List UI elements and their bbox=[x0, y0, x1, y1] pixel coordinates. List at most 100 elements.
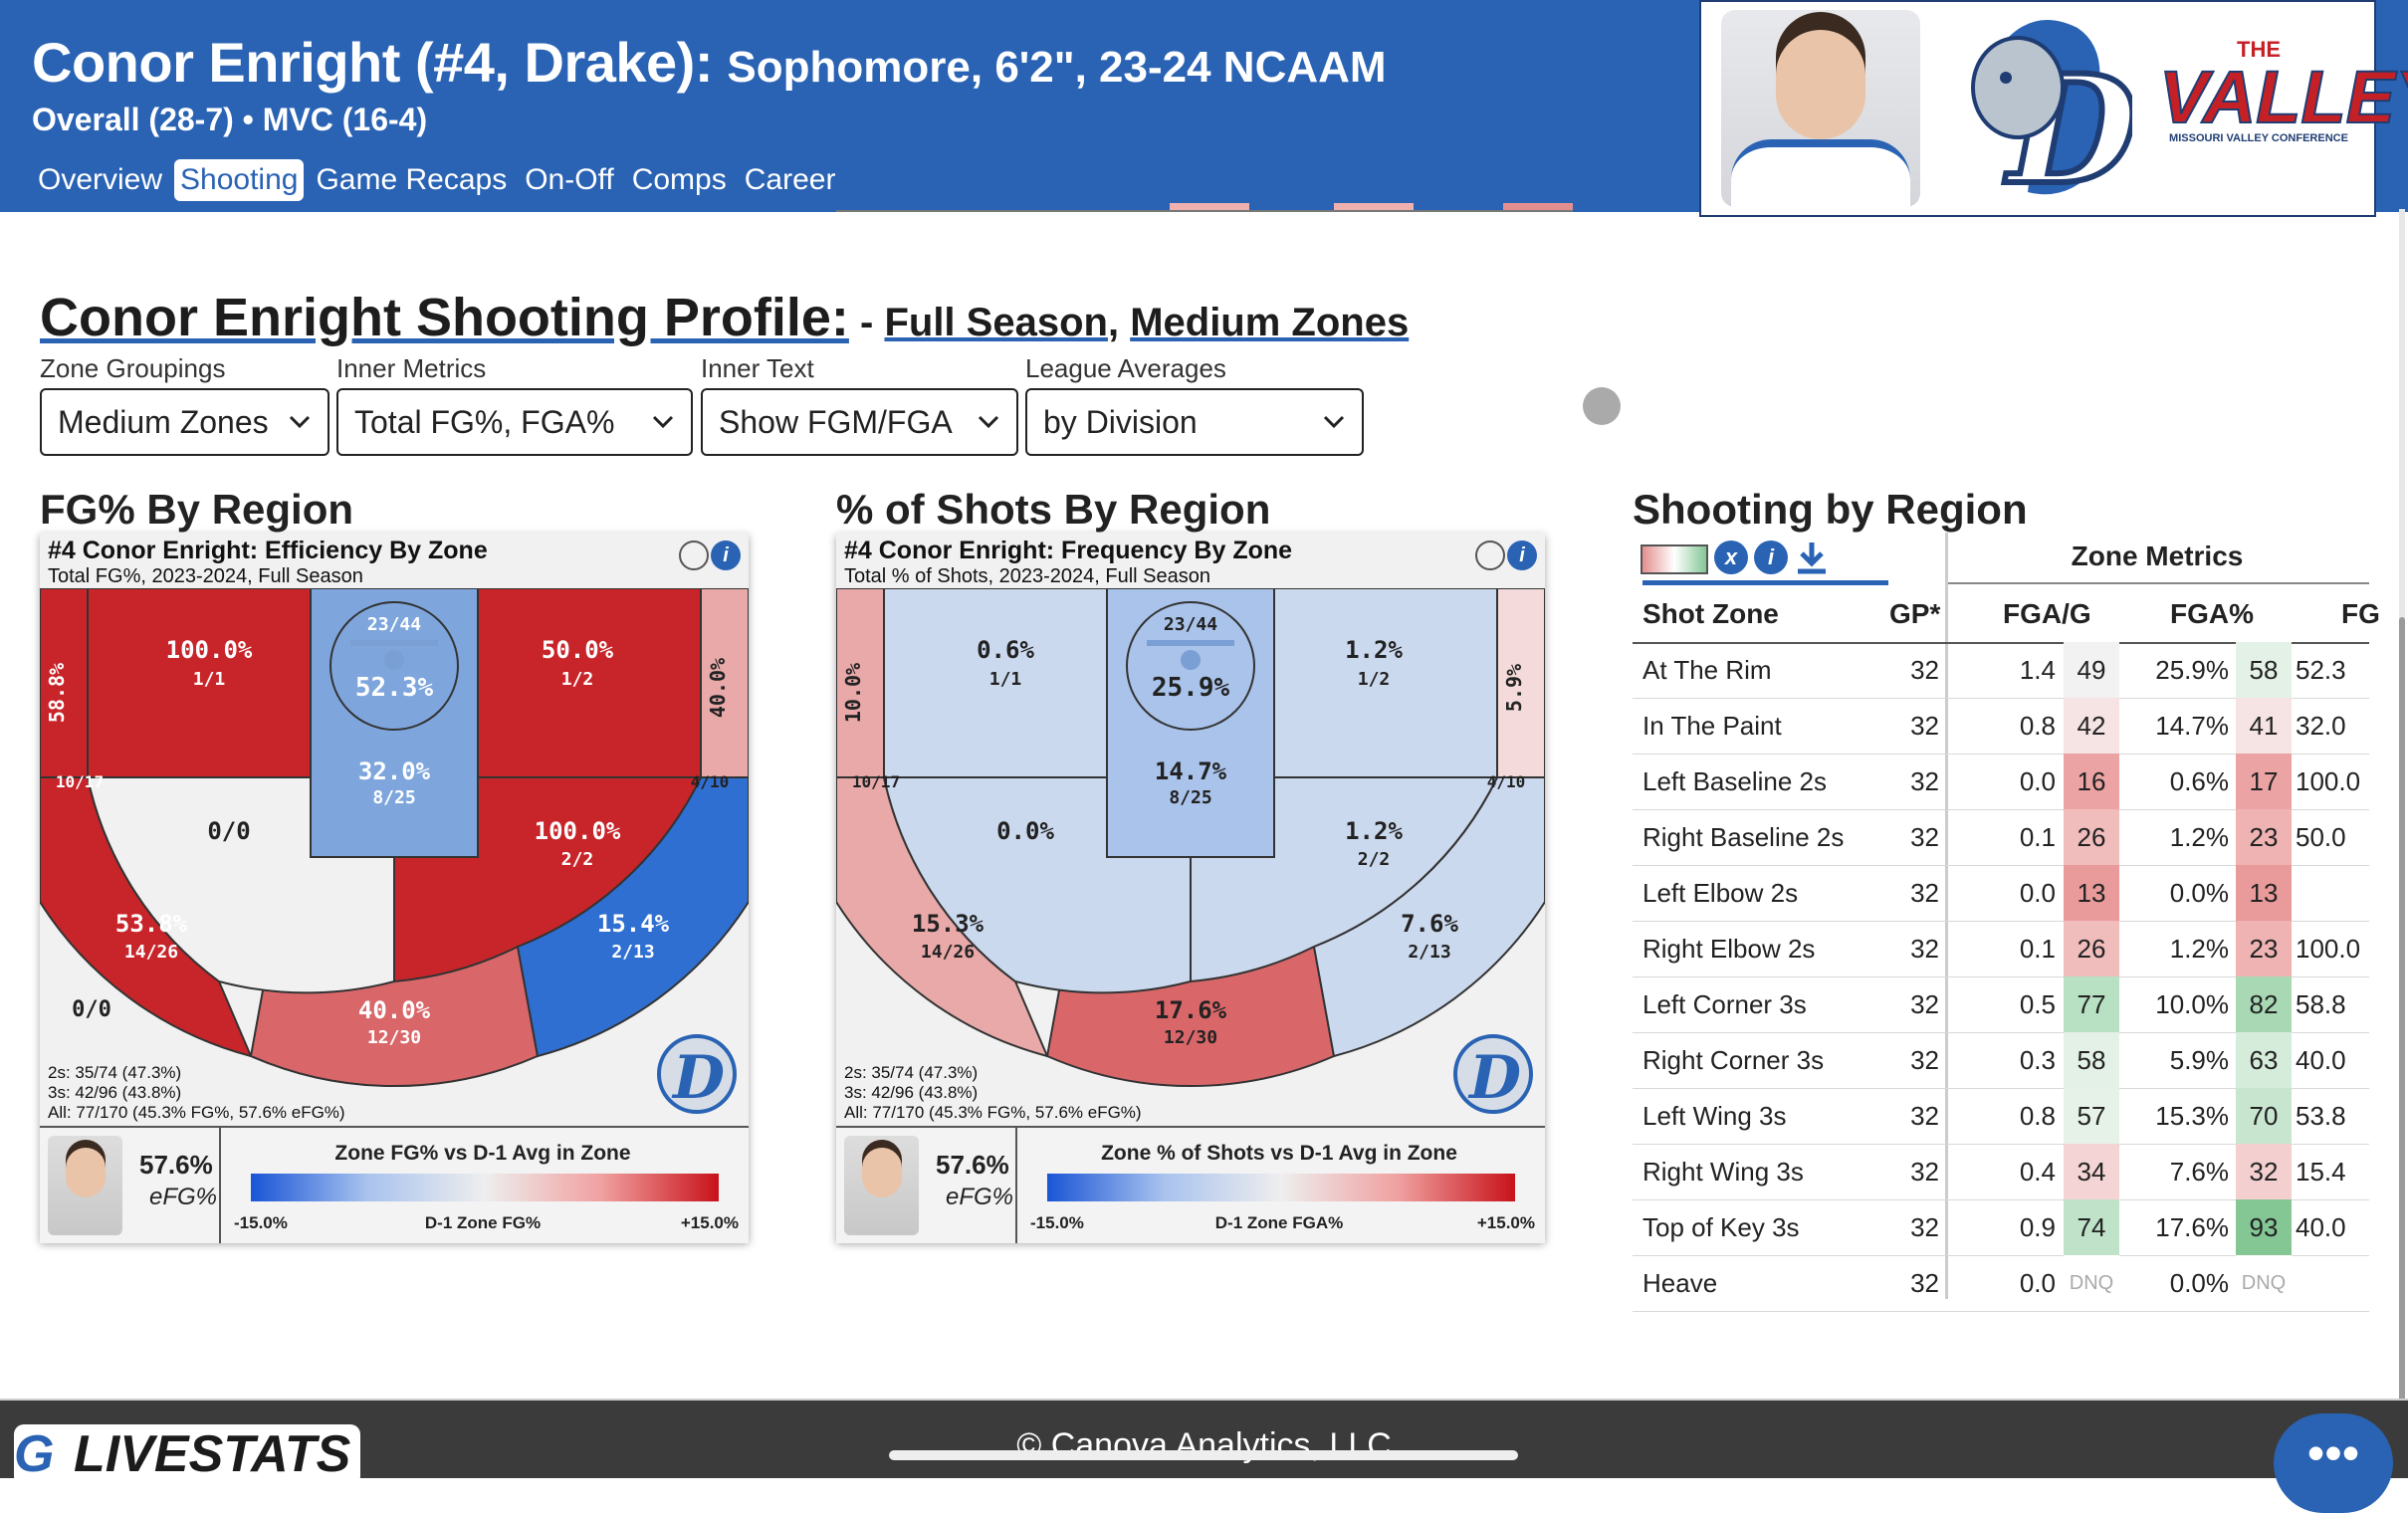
chevron-down-icon bbox=[289, 415, 311, 429]
zone-label-left-baseline: 100.0% bbox=[166, 636, 253, 664]
zone-label-right-elbow: 1.2% bbox=[1345, 817, 1403, 845]
cell-fga-per-game-rank: 16 bbox=[2064, 754, 2119, 809]
cell-fga-pct-rank: 63 bbox=[2236, 1032, 2292, 1088]
col-fg-pct[interactable]: FG bbox=[2341, 598, 2380, 629]
mvc-logo-sub: MISSOURI VALLEY CONFERENCE bbox=[2169, 132, 2348, 144]
cell-fga-pct: 0.0% bbox=[2169, 1268, 2229, 1298]
color-legend: 57.6% eFG% Zone FG% vs D-1 Avg in Zone -… bbox=[40, 1126, 749, 1243]
cell-fga-per-game-rank: 42 bbox=[2064, 698, 2119, 754]
cell-zone: Left Baseline 2s bbox=[1642, 766, 1828, 796]
cell-fga-per-game: 0.5 bbox=[2019, 989, 2056, 1019]
tab-game-recaps[interactable]: Game Recaps bbox=[316, 163, 508, 196]
legend-mid: D-1 Zone FG% bbox=[424, 1213, 542, 1232]
tab-shooting[interactable]: Shooting bbox=[174, 159, 305, 201]
main-nav: Overview Shooting Game Recaps On-Off Com… bbox=[32, 159, 841, 201]
zone-frac-rim: 23/44 bbox=[1164, 614, 1217, 635]
cell-fga-per-game-rank: 57 bbox=[2064, 1088, 2119, 1144]
color-scale-toggle-icon[interactable] bbox=[1641, 544, 1708, 574]
zone-label-rim: 25.9% bbox=[1152, 673, 1230, 703]
tab-on-off[interactable]: On-Off bbox=[525, 163, 614, 196]
totals-3s: 3s: 42/96 (43.8%) bbox=[48, 1083, 182, 1102]
cell-fga-per-game: 0.1 bbox=[2019, 822, 2056, 852]
zone-frac-right-baseline: 1/2 bbox=[561, 669, 594, 690]
zone-frac-right-corner: 4/10 bbox=[1487, 772, 1526, 791]
cell-fga-pct: 1.2% bbox=[2169, 934, 2229, 964]
col-fga-pct[interactable]: FGA% bbox=[2170, 598, 2254, 629]
cell-zone: Right Baseline 2s bbox=[1642, 822, 1845, 852]
tab-career[interactable]: Career bbox=[744, 163, 836, 196]
cell-zone: Left Elbow 2s bbox=[1642, 878, 1799, 908]
zone-frac-right-wing: 2/13 bbox=[611, 942, 654, 963]
info-icon[interactable]: i bbox=[1507, 540, 1537, 570]
chat-button[interactable]: ••• bbox=[2274, 1413, 2393, 1513]
cell-fga-per-game-rank: 58 bbox=[2064, 1032, 2119, 1088]
cell-fg-pct: 50.0 bbox=[2296, 822, 2346, 852]
zone-label-left-wing: 53.8% bbox=[115, 910, 188, 938]
circle-toggle-icon[interactable] bbox=[1475, 540, 1505, 570]
player-photo bbox=[1721, 10, 1920, 207]
cell-fga-per-game: 0.0 bbox=[2019, 878, 2056, 908]
league-averages-select[interactable]: by Division bbox=[1025, 388, 1364, 456]
inner-metrics-select[interactable]: Total FG%, FGA% bbox=[336, 388, 693, 456]
cell-gp: 32 bbox=[1910, 1157, 1939, 1187]
zone-label-left-wing: 15.3% bbox=[912, 910, 985, 938]
download-icon[interactable] bbox=[1794, 539, 1830, 576]
player-name: Conor Enright (#4, Drake): bbox=[32, 31, 713, 94]
cell-zone: In The Paint bbox=[1642, 711, 1782, 741]
info-icon[interactable]: i bbox=[711, 540, 741, 570]
zone-groupings-select[interactable]: Medium Zones bbox=[40, 388, 329, 456]
zone-frac-top-key: 12/30 bbox=[1164, 1027, 1217, 1048]
table-row: Left Corner 3s 32 0.5 77 10.0% 82 58.8 bbox=[1633, 976, 2369, 1033]
cell-fga-pct: 14.7% bbox=[2155, 711, 2229, 741]
efg-value: 57.6% bbox=[139, 1150, 213, 1180]
col-gp[interactable]: GP* bbox=[1889, 598, 1941, 629]
cell-gp: 32 bbox=[1910, 822, 1939, 852]
zone-frac-left-baseline: 1/1 bbox=[193, 669, 226, 690]
cell-fga-per-game: 0.4 bbox=[2019, 1157, 2056, 1187]
cell-fga-per-game: 0.3 bbox=[2019, 1045, 2056, 1075]
home-indicator bbox=[889, 1450, 1518, 1460]
cell-fga-per-game: 1.4 bbox=[2019, 655, 2056, 685]
chevron-down-icon bbox=[978, 415, 999, 429]
cell-fga-pct-rank: 58 bbox=[2236, 642, 2292, 698]
cell-fga-pct-rank: 23 bbox=[2236, 809, 2292, 865]
table-row: Heave 32 0.0 DNQ 0.0% DNQ bbox=[1633, 1255, 2369, 1312]
profile-sep: - bbox=[848, 301, 885, 344]
totals-all: All: 77/170 (45.3% FG%, 57.6% eFG%) bbox=[844, 1103, 1142, 1122]
col-shot-zone[interactable]: Shot Zone bbox=[1642, 598, 1779, 629]
chevron-down-icon bbox=[652, 415, 674, 429]
col-fga-per-game[interactable]: FGA/G bbox=[2003, 598, 2091, 629]
cell-gp: 32 bbox=[1910, 1268, 1939, 1298]
totals-2s: 2s: 35/74 (47.3%) bbox=[48, 1063, 182, 1082]
league-averages-label: League Averages bbox=[1025, 353, 1226, 383]
cell-zone: Right Wing 3s bbox=[1642, 1157, 1804, 1187]
cell-gp: 32 bbox=[1910, 766, 1939, 796]
scrollbar-thumb[interactable] bbox=[2399, 617, 2405, 1404]
info-icon[interactable]: i bbox=[1754, 540, 1788, 574]
totals-all: All: 77/170 (45.3% FG%, 57.6% eFG%) bbox=[48, 1103, 345, 1122]
cell-fga-pct: 25.9% bbox=[2155, 655, 2229, 685]
inner-text-select[interactable]: Show FGM/FGA bbox=[701, 388, 1018, 456]
table-row: Right Wing 3s 32 0.4 34 7.6% 32 15.4 bbox=[1633, 1144, 2369, 1200]
legend-min: -15.0% bbox=[234, 1213, 288, 1232]
tab-comps[interactable]: Comps bbox=[631, 163, 727, 196]
drake-logo-letter: D bbox=[671, 1043, 725, 1113]
zone-frac-top-key: 12/30 bbox=[367, 1027, 421, 1048]
zone-label-right-baseline: 1.2% bbox=[1345, 636, 1403, 664]
legend-mid: D-1 Zone FGA% bbox=[1214, 1213, 1344, 1232]
profile-comma: , bbox=[1107, 301, 1131, 344]
cell-fga-pct: 0.0% bbox=[2169, 878, 2229, 908]
shot-totals: 2s: 35/74 (47.3%) 3s: 42/96 (43.8%) All:… bbox=[48, 1063, 345, 1123]
formula-icon[interactable]: x bbox=[1714, 540, 1748, 574]
cell-fg-pct: 100.0 bbox=[2296, 934, 2361, 964]
cell-gp: 32 bbox=[1910, 1045, 1939, 1075]
fg-by-region-heading: FG% By Region bbox=[40, 486, 354, 533]
league-averages-value: by Division bbox=[1043, 403, 1198, 440]
circle-toggle-icon[interactable] bbox=[679, 540, 709, 570]
zone-frac-right-corner: 4/10 bbox=[691, 772, 730, 791]
inner-text-label: Inner Text bbox=[701, 353, 814, 383]
cell-fga-per-game: 0.9 bbox=[2019, 1212, 2056, 1242]
tab-overview[interactable]: Overview bbox=[38, 163, 163, 196]
drake-logo-icon bbox=[1453, 1034, 1533, 1114]
cell-zone: Left Corner 3s bbox=[1642, 989, 1807, 1019]
